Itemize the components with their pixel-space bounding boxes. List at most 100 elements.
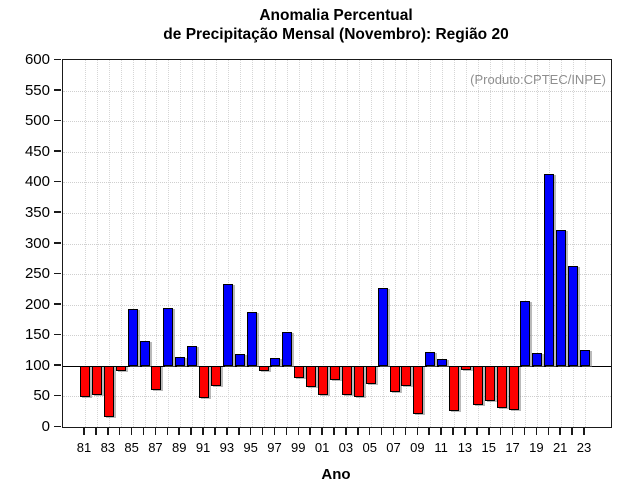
y-axis-tick xyxy=(54,211,61,213)
gridline-horizontal xyxy=(63,243,611,245)
gridline-vertical xyxy=(442,60,444,427)
bar-2002 xyxy=(330,365,340,380)
bar-1985 xyxy=(127,308,138,366)
bar-1996 xyxy=(258,365,269,372)
bar-2019 xyxy=(532,352,543,366)
gridline-vertical xyxy=(465,60,467,427)
gridline-vertical xyxy=(370,60,372,427)
gridline-horizontal xyxy=(63,90,611,92)
x-axis-tick xyxy=(476,428,478,435)
x-axis-tick xyxy=(321,428,323,435)
x-axis-tick xyxy=(333,428,335,435)
gridline-vertical xyxy=(251,60,253,427)
gridline-vertical xyxy=(454,60,456,427)
bar-1992 xyxy=(210,365,221,386)
x-axis-tick-label: 03 xyxy=(338,440,354,455)
bar-2021 xyxy=(556,230,567,366)
x-axis-tick xyxy=(345,428,347,435)
gridline-horizontal xyxy=(63,182,611,184)
gridline-vertical xyxy=(394,60,396,427)
x-axis-tick-label: 87 xyxy=(148,440,163,455)
bar-2003 xyxy=(341,365,352,395)
x-axis-tick-label: 23 xyxy=(576,440,592,455)
gridline-vertical xyxy=(144,60,146,427)
x-axis-tick xyxy=(107,428,109,435)
bar-2017 xyxy=(508,365,519,410)
bar-1990 xyxy=(187,346,198,366)
bar-2004 xyxy=(353,365,364,398)
y-axis-tick-label: 250 xyxy=(24,265,50,283)
x-axis-tick-label: 13 xyxy=(457,440,473,455)
x-axis-tick xyxy=(404,428,407,435)
gridline-vertical xyxy=(287,60,289,427)
gridline-vertical xyxy=(275,60,277,427)
bar-1988 xyxy=(163,308,174,366)
gridline-horizontal xyxy=(63,121,611,123)
gridline-horizontal xyxy=(63,212,611,214)
x-axis-tick xyxy=(523,428,526,435)
x-axis-tick xyxy=(83,428,85,435)
gridline-vertical xyxy=(489,60,491,427)
gridline-horizontal xyxy=(63,274,611,276)
bar-2011 xyxy=(437,359,448,366)
gridline-vertical xyxy=(585,60,586,427)
bar-2023 xyxy=(580,349,590,366)
y-axis-tick-label: 300 xyxy=(24,234,50,252)
bar-2016 xyxy=(496,365,507,409)
x-axis-tick-label: 93 xyxy=(219,440,235,455)
bar-2013 xyxy=(460,365,471,371)
x-axis-tick-label: 21 xyxy=(552,440,568,455)
y-axis-tick-label: 450 xyxy=(24,142,50,160)
x-axis-tick-label: 05 xyxy=(362,440,377,455)
bar-1991 xyxy=(199,365,210,398)
x-axis-tick xyxy=(571,428,573,435)
x-axis-tick xyxy=(178,428,180,435)
y-axis-tick xyxy=(54,272,61,275)
gridline-vertical xyxy=(477,60,479,427)
bar-2010 xyxy=(425,351,436,366)
source-annotation: (Produto:CPTEC/INPE) xyxy=(470,72,606,87)
x-axis-tick xyxy=(488,428,490,435)
x-axis-tick xyxy=(214,428,216,435)
x-axis-tick-label: 91 xyxy=(195,440,211,455)
x-axis-tick xyxy=(547,428,550,435)
gridline-vertical xyxy=(192,60,194,427)
gridline-vertical xyxy=(108,60,110,427)
x-axis-tick xyxy=(392,428,395,435)
y-axis-tick-label: 400 xyxy=(24,173,50,191)
x-axis-tick xyxy=(452,428,454,435)
x-axis-tick xyxy=(238,428,240,435)
bar-2012 xyxy=(449,365,460,412)
x-axis-tick xyxy=(142,428,145,435)
x-axis-tick xyxy=(95,428,97,435)
x-axis-tick-label: 89 xyxy=(172,440,187,455)
y-axis-tick-label: 150 xyxy=(24,326,50,344)
gridline-vertical xyxy=(96,60,98,427)
x-axis-tick xyxy=(226,428,228,435)
bar-1981 xyxy=(80,365,90,398)
y-axis-tick-label: 100 xyxy=(24,356,50,374)
bar-1999 xyxy=(294,365,305,379)
x-axis-tick-label: 09 xyxy=(410,440,425,455)
x-axis-tick-label: 07 xyxy=(386,440,401,455)
bar-1987 xyxy=(151,365,162,391)
chart-title-line2: de Precipitação Mensal (Novembro): Regiã… xyxy=(163,26,509,43)
y-axis-tick xyxy=(54,303,61,305)
bar-1986 xyxy=(139,341,150,366)
gridline-vertical xyxy=(204,60,206,427)
gridline-vertical xyxy=(299,60,301,427)
gridline-vertical xyxy=(180,60,182,427)
bar-2014 xyxy=(472,365,483,405)
y-axis-tick xyxy=(54,180,61,183)
plot-area: (Produto:CPTEC/INPE) xyxy=(62,59,612,428)
x-axis-tick xyxy=(309,428,311,435)
gridline-vertical xyxy=(132,60,134,427)
bar-2008 xyxy=(401,365,412,386)
x-axis-tick xyxy=(261,428,264,435)
x-axis-tick xyxy=(190,428,192,435)
x-axis-tick xyxy=(118,428,121,435)
y-axis-tick-label: 350 xyxy=(24,203,50,221)
bar-2005 xyxy=(365,365,376,385)
bar-1994 xyxy=(234,353,245,366)
x-axis-tick-label: 99 xyxy=(291,440,306,455)
